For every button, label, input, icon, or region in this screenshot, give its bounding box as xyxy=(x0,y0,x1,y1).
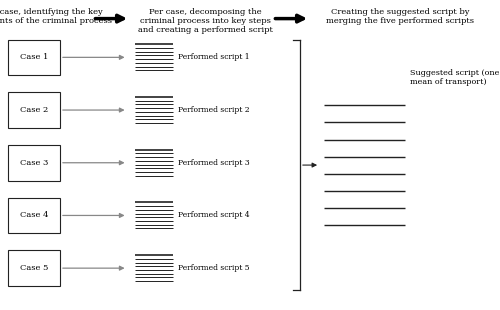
Text: Suggested script (one per
mean of transport): Suggested script (one per mean of transp… xyxy=(410,69,500,86)
Text: Performed script 5: Performed script 5 xyxy=(178,264,249,272)
Text: Performed script 3: Performed script 3 xyxy=(178,159,249,167)
Text: Case 4: Case 4 xyxy=(20,211,48,219)
Text: Performed script 4: Performed script 4 xyxy=(178,211,249,219)
Text: Per case, decomposing the
criminal process into key steps
and creating a perform: Per case, decomposing the criminal proce… xyxy=(138,8,272,34)
Text: Performed script 1: Performed script 1 xyxy=(178,53,249,61)
Text: Creating the suggested script by
merging the five performed scripts: Creating the suggested script by merging… xyxy=(326,8,474,25)
FancyBboxPatch shape xyxy=(8,40,60,75)
Text: Case 2: Case 2 xyxy=(20,106,48,114)
Text: Per case, identifying the key
moments of the criminal process: Per case, identifying the key moments of… xyxy=(0,8,112,25)
FancyBboxPatch shape xyxy=(8,145,60,180)
FancyBboxPatch shape xyxy=(8,250,60,286)
Text: Case 5: Case 5 xyxy=(20,264,48,272)
Text: Performed script 2: Performed script 2 xyxy=(178,106,249,114)
FancyBboxPatch shape xyxy=(8,198,60,233)
FancyBboxPatch shape xyxy=(8,92,60,128)
Text: Case 1: Case 1 xyxy=(20,53,48,61)
Text: Case 3: Case 3 xyxy=(20,159,48,167)
